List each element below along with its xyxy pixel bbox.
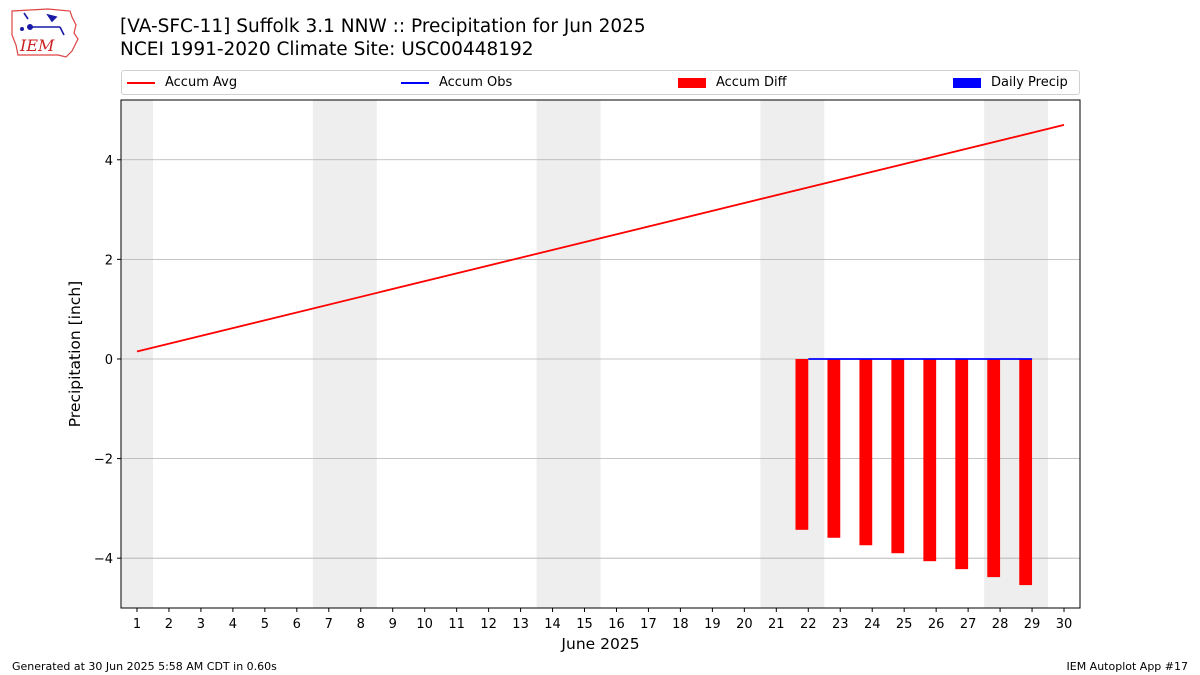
legend-swatch-accum-diff xyxy=(678,77,706,88)
x-tick-label: 13 xyxy=(512,617,529,632)
x-tick-label: 30 xyxy=(1056,617,1073,632)
y-axis-label: Precipitation [inch] xyxy=(66,281,84,427)
legend-item-accum-obs: Accum Obs xyxy=(401,74,512,92)
legend-swatch-daily-precip xyxy=(953,77,981,88)
legend: Accum Avg Accum Obs Accum Diff Daily Pre… xyxy=(121,70,1080,95)
legend-label-accum-avg: Accum Avg xyxy=(165,75,238,90)
x-tick-label: 28 xyxy=(992,617,1009,632)
x-tick-label: 11 xyxy=(448,617,465,632)
legend-swatch-accum-obs xyxy=(401,81,429,84)
footer-app-label: IEM Autoplot App #17 xyxy=(1066,660,1189,673)
bar-accum-diff xyxy=(795,358,809,530)
x-tick-label: 21 xyxy=(768,617,785,632)
plot-frame xyxy=(120,99,1081,609)
x-tick-label: 8 xyxy=(357,617,365,632)
y-tick-label: −2 xyxy=(94,453,113,468)
weekend-band xyxy=(760,100,825,608)
x-tick-label: 9 xyxy=(389,617,397,632)
bar-accum-diff xyxy=(987,358,1001,578)
y-tick-label: 0 xyxy=(105,353,113,368)
legend-item-accum-diff: Accum Diff xyxy=(678,74,787,92)
x-tick-label: 24 xyxy=(864,617,881,632)
iem-logo: IEM xyxy=(11,8,79,58)
weekend-band xyxy=(312,100,377,608)
x-tick-label: 5 xyxy=(261,617,269,632)
x-tick-label: 29 xyxy=(1024,617,1041,632)
bar-accum-diff xyxy=(923,358,937,562)
bar-accum-diff xyxy=(859,358,873,546)
plot-area xyxy=(121,100,1080,608)
y-tick-label: 2 xyxy=(105,253,113,268)
bar-accum-diff xyxy=(955,358,969,570)
legend-label-accum-obs: Accum Obs xyxy=(439,75,513,90)
x-tick-label: 10 xyxy=(416,617,433,632)
x-tick-label: 19 xyxy=(704,617,721,632)
x-tick-label: 16 xyxy=(608,617,625,632)
y-tick-label: −4 xyxy=(94,552,113,567)
x-tick-label: 14 xyxy=(544,617,561,632)
x-tick-label: 27 xyxy=(960,617,977,632)
x-axis-label: June 2025 xyxy=(560,635,639,653)
x-tick-label: 7 xyxy=(325,617,333,632)
x-tick-label: 12 xyxy=(480,617,497,632)
line-accum-avg xyxy=(136,124,1065,353)
logo-text: IEM xyxy=(19,36,55,55)
x-tick-label: 22 xyxy=(800,617,817,632)
x-tick-label: 6 xyxy=(293,617,301,632)
x-tick-label: 26 xyxy=(928,617,945,632)
legend-item-accum-avg: Accum Avg xyxy=(127,74,237,92)
legend-label-accum-diff: Accum Diff xyxy=(716,75,787,90)
y-tick-label: 4 xyxy=(105,154,113,169)
x-tick-label: 25 xyxy=(896,617,913,632)
weekend-band xyxy=(121,100,153,608)
legend-label-daily-precip: Daily Precip xyxy=(991,75,1068,90)
legend-item-daily-precip: Daily Precip xyxy=(953,74,1068,92)
bar-accum-diff xyxy=(1019,358,1033,586)
x-tick-label: 4 xyxy=(229,617,237,632)
chart-subtitle: NCEI 1991-2020 Climate Site: USC00448192 xyxy=(120,39,534,60)
chart-title: [VA-SFC-11] Suffolk 3.1 NNW :: Precipita… xyxy=(120,16,646,37)
bar-accum-diff xyxy=(827,358,841,538)
x-tick-label: 3 xyxy=(197,617,205,632)
x-tick-label: 20 xyxy=(736,617,753,632)
x-tick-label: 17 xyxy=(640,617,657,632)
x-tick-label: 1 xyxy=(133,617,141,632)
x-tick-label: 15 xyxy=(576,617,593,632)
weekend-band xyxy=(536,100,601,608)
x-tick-label: 23 xyxy=(832,617,849,632)
x-tick-label: 2 xyxy=(165,617,173,632)
footer-generated-text: Generated at 30 Jun 2025 5:58 AM CDT in … xyxy=(12,660,277,673)
bar-accum-diff xyxy=(891,358,905,554)
x-tick-label: 18 xyxy=(672,617,689,632)
legend-swatch-accum-avg xyxy=(127,81,155,84)
